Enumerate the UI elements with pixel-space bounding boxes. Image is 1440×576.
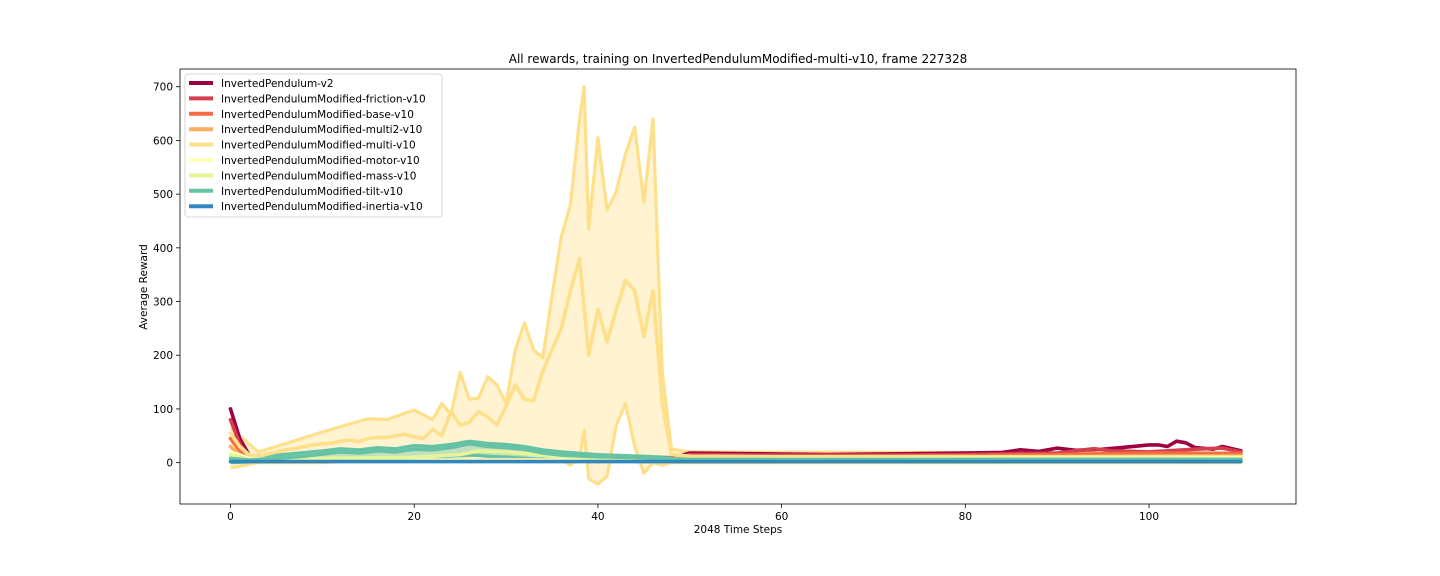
x-axis-ticks: 0 20 40 60 80 100 <box>227 504 1159 523</box>
y-tick-label: 200 <box>153 350 173 362</box>
legend-label-8: InvertedPendulumModified-inertia-v10 <box>221 201 423 213</box>
y-axis-ticks: 0 100 200 300 400 500 600 700 <box>153 82 180 470</box>
y-tick-label: 400 <box>153 243 173 255</box>
y-tick-label: 0 <box>166 458 173 470</box>
y-tick-label: 500 <box>153 189 173 201</box>
legend-label-4: InvertedPendulumModified-multi-v10 <box>221 140 416 152</box>
legend: InvertedPendulum-v2 InvertedPendulumModif… <box>184 73 443 218</box>
legend-label-1: InvertedPendulumModified-friction-v10 <box>221 93 426 105</box>
plot-area-frame <box>179 68 1297 505</box>
legend-label-0: InvertedPendulum-v2 <box>221 78 334 90</box>
x-tick-label: 40 <box>591 511 604 523</box>
y-axis-label: Average Reward <box>138 244 150 330</box>
chart-title: All rewards, training on InvertedPendulu… <box>509 52 968 66</box>
x-tick-label: 0 <box>227 511 234 523</box>
series-band-upper-7 <box>230 439 1241 460</box>
legend-label-3: InvertedPendulumModified-multi2-v10 <box>221 124 422 136</box>
x-tick-label: 60 <box>775 511 788 523</box>
series-lines <box>228 256 1243 464</box>
x-axis-label: 2048 Time Steps <box>694 524 782 536</box>
x-tick-label: 100 <box>1139 511 1159 523</box>
y-tick-label: 100 <box>153 404 173 416</box>
y-tick-label: 300 <box>153 297 173 309</box>
legend-label-6: InvertedPendulumModified-mass-v10 <box>221 170 416 182</box>
legend-label-5: InvertedPendulumModified-motor-v10 <box>221 155 420 167</box>
series-band-upper-4 <box>229 85 1241 455</box>
series-line-4 <box>228 256 1243 459</box>
legend-box <box>184 73 443 218</box>
x-tick-label: 80 <box>959 511 972 523</box>
x-tick-label: 20 <box>408 511 421 523</box>
y-tick-label: 600 <box>153 135 173 147</box>
series-line-7 <box>228 442 1243 462</box>
legend-label-7: InvertedPendulumModified-tilt-v10 <box>221 186 403 198</box>
y-tick-label: 700 <box>153 82 173 94</box>
legend-label-2: InvertedPendulumModified-base-v10 <box>221 109 414 121</box>
